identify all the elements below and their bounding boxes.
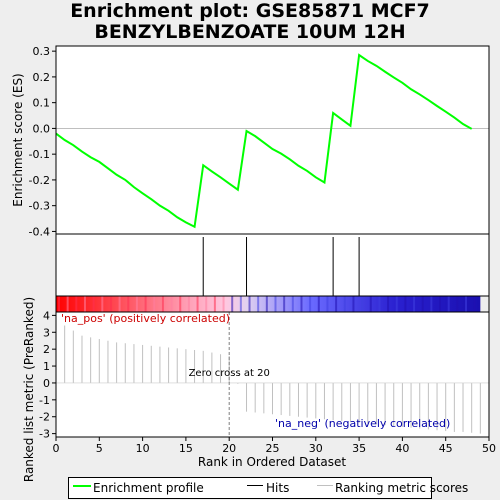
rank-color-stripe	[213, 296, 216, 312]
legend-swatch-es	[73, 485, 91, 487]
rank-color-stripe	[205, 296, 208, 312]
metric-y-tick-label: 4	[43, 309, 50, 322]
rank-color-stripe	[153, 296, 156, 312]
rank-color-stripe	[387, 296, 390, 312]
rank-color-stripe	[421, 296, 424, 312]
es-y-tick-label: 0.1	[33, 97, 51, 110]
x-tick-label: 45	[439, 442, 453, 455]
es-y-tick-label: -0.1	[29, 148, 50, 161]
hits-panel	[56, 234, 489, 296]
es-panel	[56, 46, 489, 234]
rank-color-stripe	[101, 296, 104, 312]
rank-color-stripe	[291, 296, 294, 312]
rank-color-stripe	[75, 296, 78, 312]
rank-color-stripe	[447, 296, 450, 312]
rank-color-stripe	[161, 296, 164, 312]
pos-label: 'na_pos' (positively correlated)	[61, 312, 230, 325]
rank-color-stripe	[335, 296, 338, 312]
x-tick-label: 20	[222, 442, 236, 455]
rank-color-stripe	[127, 296, 130, 312]
rank-color-stripe	[465, 296, 468, 312]
rank-color-stripe	[179, 296, 182, 312]
rank-color-stripe	[248, 296, 251, 312]
rank-color-stripe	[83, 296, 86, 312]
rank-color-stripe	[196, 296, 199, 312]
rank-color-stripe	[343, 296, 346, 312]
rank-color-stripe	[430, 296, 433, 312]
metric-y-tick-label: 3	[43, 326, 50, 339]
rank-color-stripe	[326, 296, 329, 312]
x-tick-label: 35	[352, 442, 366, 455]
neg-label: 'na_neg' (negatively correlated)	[275, 417, 450, 430]
es-y-tick-label: 0.2	[33, 71, 51, 84]
metric-y-axis-label: Ranked list metric (PreRanked)	[22, 297, 36, 482]
rank-color-stripe	[369, 296, 372, 312]
metric-y-tick-label: 2	[43, 343, 50, 356]
legend-label-hits: Hits	[266, 481, 290, 495]
rank-color-stripe	[283, 296, 286, 312]
rank-color-stripe	[222, 296, 225, 312]
rank-color-stripe	[274, 296, 277, 312]
rank-color-stripe	[456, 296, 459, 312]
enrichment-profile-line	[55, 53, 473, 229]
metric-y-tick-label: -3	[39, 428, 50, 441]
zero-cross-label: Zero cross at 20	[189, 368, 270, 379]
rank-color-stripe	[231, 296, 234, 312]
x-tick-label: 40	[395, 442, 409, 455]
rank-color-stripe	[265, 296, 268, 312]
chart-title-line1: Enrichment plot: GSE85871 MCF7	[70, 0, 430, 22]
rank-color-stripe	[109, 296, 112, 312]
rank-color-stripe	[144, 296, 147, 312]
rank-color-stripe	[58, 296, 60, 312]
legend-label-es: Enrichment profile	[93, 481, 204, 495]
es-y-tick-label: -0.3	[29, 200, 50, 213]
metric-y-tick-label: 0	[43, 377, 50, 390]
legend-swatch-hits	[247, 485, 263, 486]
chart-title: Enrichment plot: GSE85871 MCF7 BENZYLBEN…	[0, 1, 500, 43]
rank-color-stripe	[92, 296, 95, 312]
x-tick-label: 25	[266, 442, 280, 455]
x-tick-label: 30	[309, 442, 323, 455]
es-y-tick-label: 0.0	[33, 122, 51, 135]
es-y-tick-label: -0.2	[29, 174, 50, 187]
rank-color-stripe	[66, 296, 69, 312]
rank-color-stripe	[378, 296, 381, 312]
metric-panel	[56, 312, 489, 437]
x-tick-label: 10	[136, 442, 150, 455]
rank-color-stripe	[352, 296, 355, 312]
legend-swatch-metric	[317, 485, 333, 486]
rank-color-stripe	[309, 296, 312, 312]
x-tick-label: 5	[96, 442, 103, 455]
rank-color-stripe	[239, 296, 242, 312]
metric-y-tick-label: 1	[43, 360, 50, 373]
es-y-tick-label: 0.3	[33, 45, 51, 58]
rank-color-stripe	[257, 296, 260, 312]
rank-color-stripe	[395, 296, 398, 312]
rank-color-stripe	[170, 296, 173, 312]
chart-title-line2: BENZYLBENZOATE 10UM 12H	[94, 21, 406, 43]
rank-color-stripe	[404, 296, 407, 312]
rank-color-stripe	[361, 296, 364, 312]
es-y-axis-label: Enrichment score (ES)	[11, 73, 25, 206]
x-axis-label: Rank in Ordered Dataset	[198, 455, 346, 469]
x-tick-label: 0	[53, 442, 60, 455]
rank-color-stripe	[317, 296, 320, 312]
rank-color-stripe	[118, 296, 121, 312]
rank-color-stripe	[135, 296, 138, 312]
es-y-tick-label: -0.4	[29, 225, 50, 238]
rank-color-stripe	[439, 296, 442, 312]
x-tick-label: 50	[482, 442, 496, 455]
color-bar-border	[55, 295, 490, 313]
rank-color-stripe	[413, 296, 416, 312]
metric-y-tick-label: -1	[39, 394, 50, 407]
legend: Enrichment profile Hits Ranking metric s…	[68, 477, 468, 499]
rank-color-stripe	[473, 296, 476, 312]
legend-label-metric: Ranking metric scores	[335, 481, 469, 495]
rank-color-stripe	[300, 296, 303, 312]
rank-color-stripe	[187, 296, 190, 312]
metric-y-tick-label: -2	[39, 411, 50, 424]
x-tick-label: 15	[179, 442, 193, 455]
